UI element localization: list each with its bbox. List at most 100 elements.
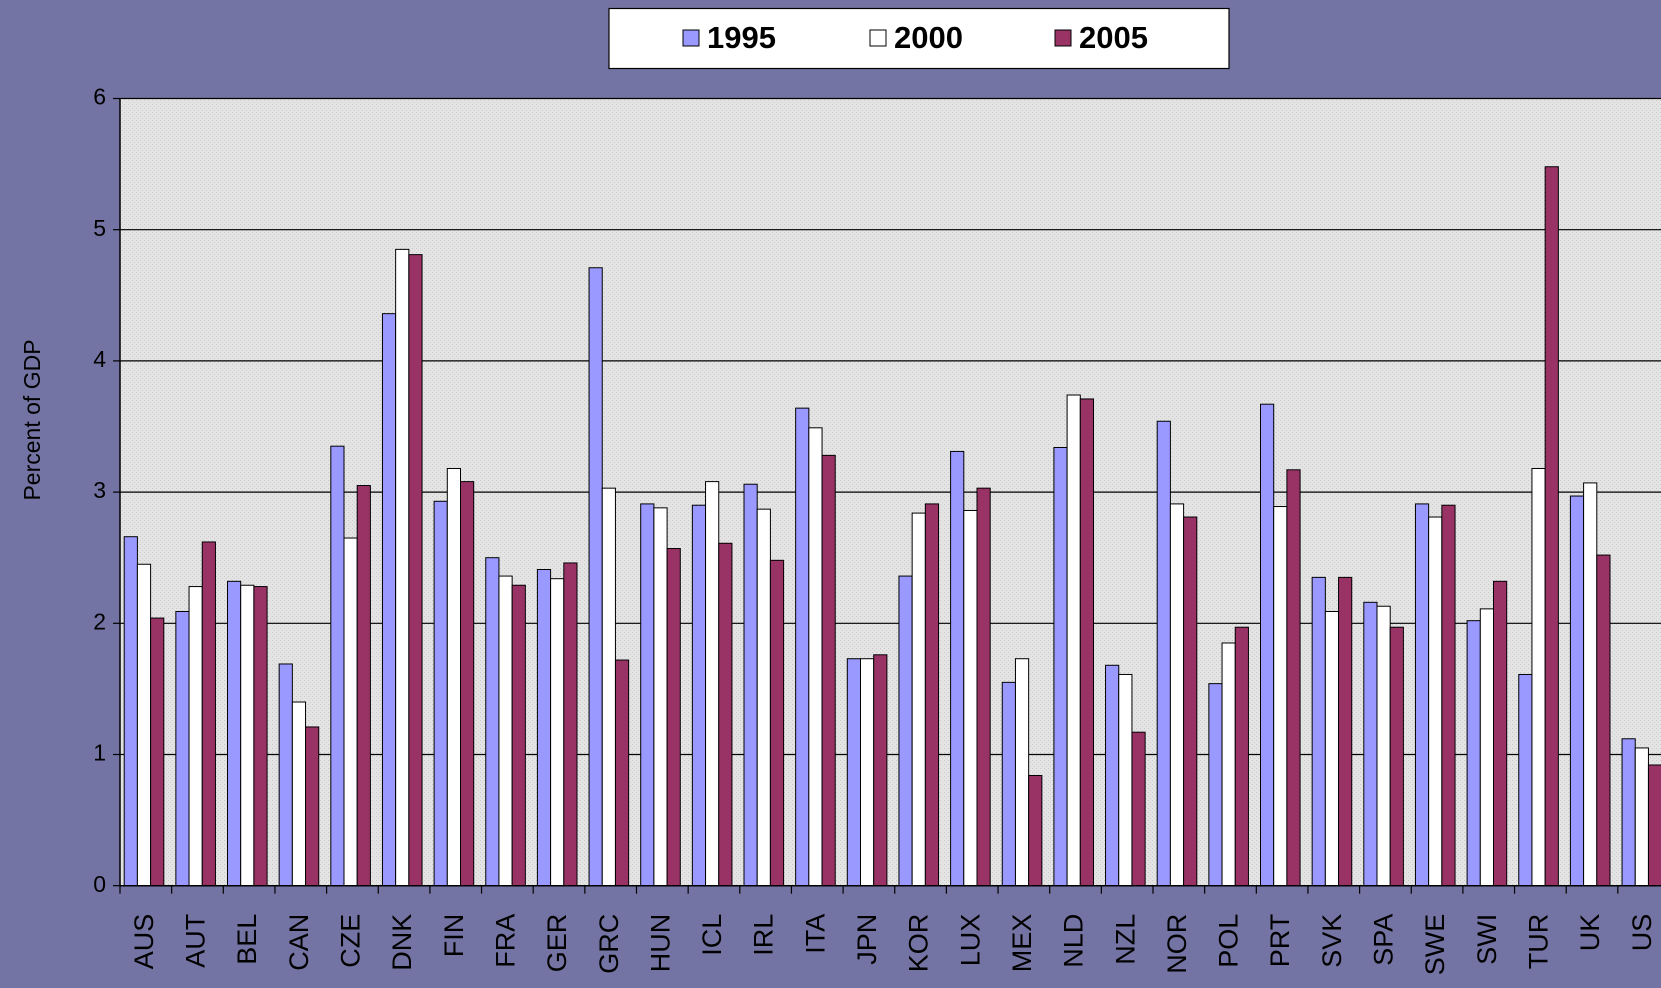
bar [1363,601,1378,887]
bar [743,483,758,887]
bar [640,503,655,887]
bar [1493,580,1508,887]
bar [924,503,940,887]
bar [1518,673,1533,887]
bar [1531,467,1546,887]
bar [808,427,823,887]
bar [1066,394,1081,887]
bar [1079,398,1095,887]
bar [976,487,991,887]
bar [1118,673,1133,887]
bar [873,654,888,887]
legend-label: 2005 [1079,20,1148,55]
bar [240,584,255,887]
bar [563,562,578,887]
x-tick-label: DNK [387,914,417,971]
bar [150,617,165,887]
x-tick-label: PRT [1265,914,1295,968]
x-tick-label: LUX [955,914,985,967]
bar [446,467,461,887]
bar [175,610,190,887]
x-tick-label: HUN [645,914,675,973]
legend-swatch [1054,29,1072,47]
legend-label: 2000 [894,20,963,55]
bar [395,248,410,887]
bar [1376,605,1391,887]
bar [705,481,720,887]
bar [614,659,630,887]
bar [860,658,875,887]
bar [1338,576,1353,887]
bar [1286,469,1301,887]
bar [1014,658,1030,887]
x-tick-label: ITA [800,914,830,954]
bar [1169,503,1185,887]
bar [460,481,475,887]
legend-label: 1995 [707,20,776,55]
x-tick-label: BEL [232,914,262,965]
bar [1260,403,1275,887]
bar [227,580,242,887]
bar [1053,446,1068,887]
bar [1634,747,1649,887]
bar [1324,610,1340,887]
bar [898,575,913,887]
x-tick-label: GER [542,914,572,973]
x-tick-label: JPN [852,914,882,965]
bar [1105,664,1120,887]
bar [1428,516,1443,887]
bar [691,504,707,887]
bar [511,584,526,887]
x-tick-label: GRC [594,914,624,974]
legend-swatch [869,29,887,47]
bar [601,487,616,887]
bar [278,663,293,887]
y-tick-label: 3 [93,477,106,503]
bar [1208,683,1223,887]
bar [408,254,423,887]
x-tick-label: MEX [1007,914,1037,973]
x-tick-label: TUR [1524,914,1554,970]
bar [756,508,771,887]
y-tick-label: 4 [93,346,106,372]
legend: 1995 2000 2005 [608,7,1230,70]
x-tick-label: ICL [697,914,727,956]
x-tick-label: US [1627,914,1657,952]
x-tick-label: FIN [439,914,469,958]
bar [1414,503,1430,887]
bar [769,559,785,887]
y-tick-label: 5 [93,215,106,241]
legend-swatch [682,29,700,47]
y-tick-label: 1 [93,740,106,766]
bar [305,726,320,887]
x-tick-label: UK [1575,914,1605,952]
bar [1001,681,1016,887]
bar [1311,576,1326,887]
bar [550,578,565,887]
bar [291,701,307,887]
bar [381,313,397,887]
x-tick-label: NOR [1162,914,1192,974]
bar [1183,516,1198,887]
bar [253,586,268,887]
bar [1273,506,1288,887]
bar [123,536,138,887]
x-tick-label: SWE [1420,914,1450,976]
x-tick-label: SPA [1369,914,1399,966]
bar [718,542,733,887]
x-tick-label: FRA [491,914,521,968]
bar [1234,626,1249,887]
legend-box [608,7,1230,70]
bar [950,450,965,887]
bar [1621,738,1636,887]
bar [485,557,500,887]
x-tick-label: KOR [904,914,934,973]
bar [1544,166,1559,887]
bar [1596,554,1611,887]
bar [1156,420,1171,887]
x-tick-label: SWI [1472,914,1502,965]
bar [1583,482,1598,887]
bar [356,485,371,887]
bar [1131,731,1146,887]
